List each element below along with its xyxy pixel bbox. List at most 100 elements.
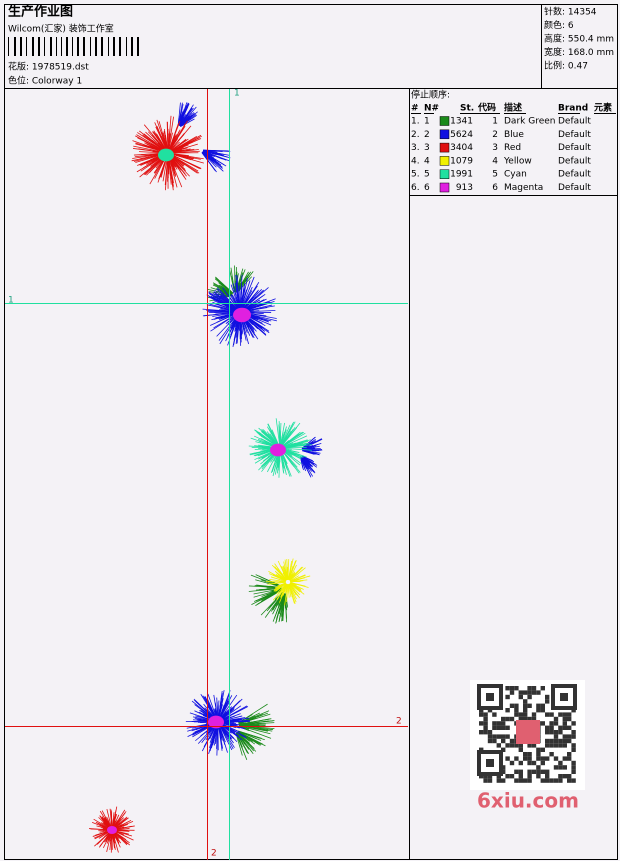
stitch	[179, 111, 198, 127]
qr-module	[492, 712, 497, 717]
stitch	[280, 450, 291, 477]
stitch	[243, 298, 267, 311]
stitch	[289, 583, 298, 596]
cell-description: Magenta	[504, 183, 543, 193]
stitch	[218, 698, 224, 719]
stitch	[93, 818, 111, 830]
stitch	[255, 579, 282, 588]
stitch	[220, 707, 233, 720]
flower-center	[158, 148, 174, 162]
qr-module	[545, 730, 550, 735]
qr-module	[496, 725, 501, 730]
qr-module	[540, 756, 545, 761]
qr-module	[553, 734, 559, 739]
qr-module	[523, 708, 528, 713]
stitch	[281, 427, 298, 446]
stop-table: # N# St. 代码 描述 Brand 元素1. 1 1341 1 Dark Green Defau…	[411, 102, 616, 193]
stitch	[281, 450, 300, 474]
stitch	[289, 582, 297, 588]
stitch	[289, 566, 303, 581]
stitch	[283, 584, 288, 593]
qr-module	[518, 743, 523, 748]
qr-module	[509, 774, 515, 779]
qr-module	[571, 747, 576, 752]
guide-label: 2	[211, 849, 217, 859]
stitch	[243, 299, 261, 311]
stitch	[218, 284, 233, 294]
stitch	[104, 817, 112, 829]
stitch	[114, 830, 133, 837]
stitch	[114, 825, 135, 830]
stitch	[290, 582, 306, 587]
qr-module	[505, 756, 510, 761]
qr-module	[501, 716, 506, 722]
qr-module	[562, 765, 567, 770]
flower-center	[107, 826, 117, 834]
stitch	[270, 430, 279, 446]
stat: 宽度: 168.0 mm	[544, 46, 614, 58]
stitch	[302, 444, 314, 450]
stitch	[202, 151, 216, 162]
barcode-bar	[38, 37, 40, 56]
qr-module	[483, 730, 488, 735]
stitch	[282, 433, 300, 447]
stitch	[283, 446, 307, 449]
cell-index: 6.	[411, 183, 420, 193]
stitch	[282, 439, 308, 448]
qr-module	[540, 747, 545, 752]
stitch	[230, 284, 240, 309]
stitch	[283, 442, 310, 448]
qr-module	[531, 760, 537, 766]
qr-module	[514, 703, 519, 708]
stitch	[216, 697, 219, 719]
stitch	[276, 583, 287, 595]
qr-module	[514, 743, 519, 748]
stitch	[113, 817, 124, 829]
cell-index: 2.	[411, 130, 420, 140]
stitch	[269, 573, 286, 582]
color-swatch	[439, 182, 450, 193]
stitch-burst	[202, 274, 278, 347]
stitch-burst	[89, 806, 135, 853]
qr-module	[536, 703, 541, 708]
qr-module	[549, 778, 554, 783]
guide-label: 2	[396, 717, 402, 727]
qr-module	[540, 778, 545, 783]
cell-index: 3.	[411, 143, 420, 153]
stitch	[112, 831, 121, 848]
stitch-burst	[265, 558, 311, 606]
qr-module	[505, 725, 510, 730]
stitch	[221, 717, 246, 722]
stitch	[289, 575, 300, 582]
cell-brand: Default	[558, 130, 591, 140]
cell-index: 5.	[411, 170, 420, 180]
cell-stitches: 1991	[450, 170, 473, 180]
barcode-bar	[83, 37, 85, 56]
qr-module	[505, 743, 510, 748]
qr-module	[492, 734, 497, 739]
stitch	[214, 725, 218, 746]
stitch	[236, 272, 251, 293]
column-header: St.	[460, 104, 474, 114]
stitch	[235, 275, 240, 309]
stitch	[94, 831, 111, 847]
qr-module	[545, 738, 550, 744]
stitch	[110, 832, 113, 853]
qr-module	[571, 765, 576, 770]
qr-module	[527, 756, 532, 761]
barcode-bar	[14, 37, 16, 56]
qr-module	[487, 708, 493, 713]
stitch	[220, 282, 234, 294]
stitch	[235, 733, 243, 756]
guide-label: 1	[234, 89, 240, 99]
stitch	[221, 715, 243, 722]
stitch	[219, 314, 239, 345]
stitch	[178, 109, 187, 126]
qr-module	[549, 738, 554, 744]
qr-module	[527, 694, 532, 700]
barcode-bar	[20, 37, 22, 56]
stitch	[168, 132, 173, 150]
stitch	[95, 821, 111, 830]
stitch-burst	[185, 690, 251, 756]
stitch	[268, 592, 283, 609]
